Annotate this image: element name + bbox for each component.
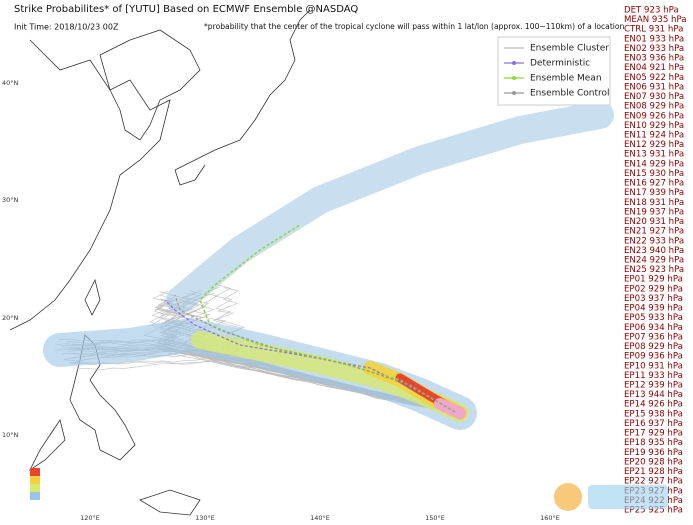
pressure-entry: EP01 929 hPa (624, 275, 683, 285)
color-step (30, 476, 40, 484)
pressure-entry: EP18 935 hPa (624, 438, 683, 448)
watermark-logo (554, 483, 582, 511)
lon-label: 150°E (425, 514, 445, 522)
pressure-entry: EN16 927 hPa (624, 179, 684, 189)
pressure-entry: EN08 929 hPa (624, 102, 684, 112)
probability-swath (43, 101, 614, 430)
pressure-entry: EP03 937 hPa (624, 294, 683, 304)
control-track (174, 294, 456, 413)
pressure-entry: EN03 936 hPa (624, 54, 684, 64)
pressure-entry: EP02 929 hPa (624, 284, 683, 294)
axis-labels: 40°N 30°N 20°N 10°N 120°E 130°E 140°E 150°E 160°… (2, 79, 560, 522)
pressure-entry: EP11 933 hPa (624, 371, 683, 381)
lat-label: 10°N (2, 431, 19, 439)
pressure-entry: EP13 944 hPa (624, 390, 683, 400)
pressure-entry: EN04 921 hPa (624, 63, 684, 73)
new-guinea-coast (139, 489, 201, 516)
coastlines (9, 9, 311, 516)
pressure-entry: EP09 936 hPa (624, 352, 683, 362)
pressure-entry: EP14 926 hPa (624, 400, 683, 410)
title: Strike Probabilites* of [YUTU] Based on … (14, 4, 358, 15)
pressure-entry: EP19 936 hPa (624, 448, 683, 458)
china-coast (9, 39, 171, 331)
lon-label: 120°E (80, 514, 100, 522)
pressure-entry: EN09 926 hPa (624, 111, 684, 121)
legend: Ensemble Cluster Deterministic Ensemble Me… (504, 44, 610, 99)
color-step (30, 468, 40, 476)
taiwan-coast (84, 278, 101, 316)
init-time: Init Time: 2018/10/23 00Z (14, 23, 119, 32)
pressure-entry: EP07 936 hPa (624, 332, 683, 342)
pressure-entry: EN10 929 hPa (624, 121, 684, 131)
legend-label: Ensemble Control (530, 89, 610, 99)
pressure-entry: EN22 933 hPa (624, 236, 684, 246)
legend-label: Ensemble Cluster (530, 44, 609, 54)
swath-low-north (166, 101, 614, 314)
pressure-entry: EP10 931 hPa (624, 361, 683, 371)
color-step (30, 484, 40, 492)
lon-label: 130°E (195, 514, 215, 522)
watermark-banner (588, 485, 668, 509)
pressure-entry: EP21 928 hPa (624, 467, 683, 477)
pressure-entry: CTRL 931 hPa (624, 25, 683, 35)
pressure-entry: EN14 929 hPa (624, 159, 684, 169)
color-step (30, 492, 40, 500)
pressure-entry: EP25 925 hPa (624, 506, 683, 516)
pressure-entry: EN01 933 hPa (624, 34, 684, 44)
pressure-entry: EP15 938 hPa (624, 409, 683, 419)
pressure-entry: EN24 929 hPa (624, 256, 684, 266)
pressure-entry: MEAN 935 hPa (624, 15, 687, 25)
pressure-entry: EN12 929 hPa (624, 140, 684, 150)
pressure-entry: EN17 939 hPa (624, 188, 684, 198)
pressure-entry: EN18 931 hPa (624, 198, 684, 208)
pressure-entry: EP04 939 hPa (624, 304, 683, 314)
lat-label: 30°N (2, 196, 19, 204)
pressure-entry: EP12 939 hPa (624, 381, 683, 391)
pressure-entry: DET 923 hPa (624, 6, 679, 16)
pressure-entry: EN07 930 hPa (624, 92, 684, 102)
pressure-entry: EP17 929 hPa (624, 429, 683, 439)
pressure-entry: EN11 924 hPa (624, 131, 684, 141)
legend-label: Deterministic (530, 59, 590, 69)
pressure-entry: EP16 937 hPa (624, 419, 683, 429)
legend-dot (512, 61, 516, 65)
pressure-entry: EN06 931 hPa (624, 82, 684, 92)
lon-label: 140°E (310, 514, 330, 522)
legend-label: Ensemble Mean (530, 74, 602, 84)
pressure-entry: EN15 930 hPa (624, 169, 684, 179)
pressure-entry: EN13 931 hPa (624, 150, 684, 160)
pressure-entry: EN20 931 hPa (624, 217, 684, 227)
lon-label: 160°E (540, 514, 560, 522)
pressure-entry: EN19 937 hPa (624, 207, 684, 217)
watermark (554, 483, 668, 511)
pressure-entry: EP05 933 hPa (624, 313, 683, 323)
pressure-entry: EN25 923 hPa (624, 265, 684, 275)
pressure-entry: EP20 928 hPa (624, 457, 683, 467)
legend-dot (512, 76, 516, 80)
lat-label: 40°N (2, 79, 19, 87)
japan-coast (174, 9, 311, 186)
pressure-entry: EP22 927 hPa (624, 477, 683, 487)
legend-dot (512, 91, 516, 95)
pressure-entry: EN23 940 hPa (624, 246, 684, 256)
pressure-entry: EN21 927 hPa (624, 227, 684, 237)
pressure-entry: EN05 922 hPa (624, 73, 684, 83)
pressure-entry: EP08 929 hPa (624, 342, 683, 352)
philippines-coast (28, 334, 136, 472)
deterministic-track (164, 299, 456, 413)
pressure-entry: EN02 933 hPa (624, 44, 684, 54)
note: *probability that the center of the trop… (204, 22, 625, 31)
lat-label: 20°N (2, 314, 19, 322)
color-bar (30, 468, 40, 500)
korea-coast (99, 29, 201, 141)
pressure-entry: EP06 934 hPa (624, 323, 683, 333)
